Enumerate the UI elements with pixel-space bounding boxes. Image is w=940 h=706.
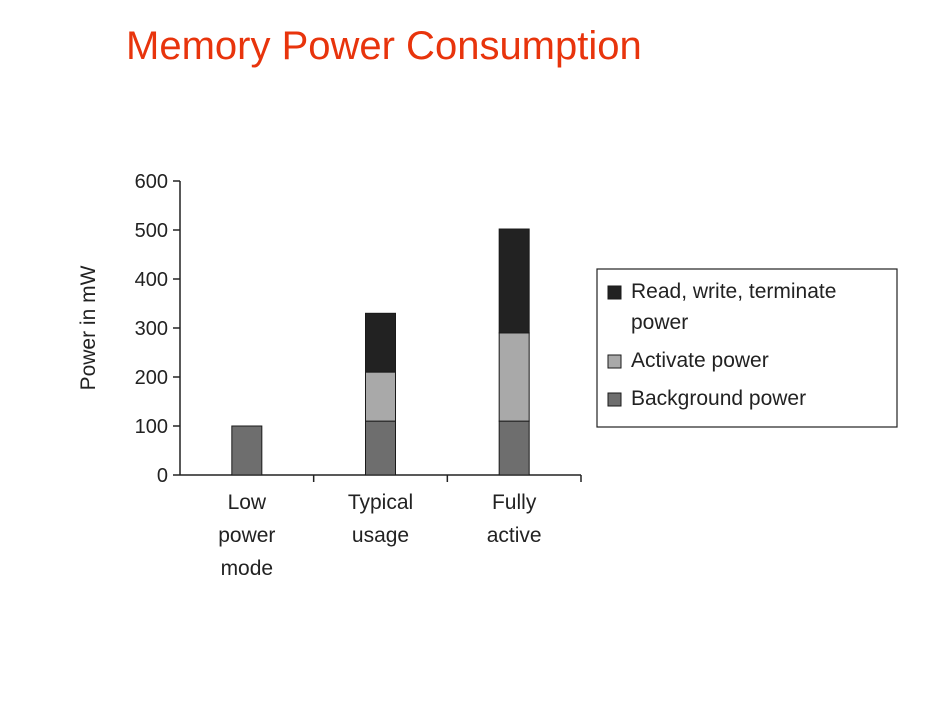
y-tick-label: 200 — [135, 367, 168, 389]
x-tick-label: power — [218, 524, 275, 547]
legend-swatch — [607, 392, 622, 407]
x-tick-label: Fully — [492, 491, 537, 514]
bar-segment — [231, 425, 263, 476]
bar-segment — [498, 332, 530, 422]
bar-segment — [365, 371, 396, 422]
y-tick-label: 400 — [135, 269, 168, 291]
y-tick-label: 0 — [157, 465, 168, 487]
legend-label: Background power — [631, 387, 806, 410]
bar-segment — [498, 228, 530, 334]
x-tick-label: mode — [221, 557, 274, 580]
x-tick-label: Low — [228, 491, 267, 514]
bar-segment — [498, 420, 530, 476]
y-tick-label: 600 — [135, 171, 168, 193]
y-tick-label: 500 — [135, 220, 168, 242]
bar-segment — [365, 312, 396, 373]
legend-swatch — [607, 285, 622, 300]
x-tick-label: active — [487, 524, 542, 547]
legend-box — [596, 268, 898, 428]
chart-ticks: 0 100 200 300 400 500 600 Power in mW Low power mo… — [77, 171, 542, 580]
chart-bars — [231, 228, 530, 476]
y-axis-label: Power in mW — [77, 265, 100, 390]
legend-label: Read, write, terminate — [631, 280, 836, 303]
x-tick-label: usage — [352, 524, 409, 547]
legend-swatch — [607, 354, 622, 369]
y-tick-label: 100 — [135, 416, 168, 438]
x-tick-label: Typical — [348, 491, 413, 514]
slide-title: Memory Power Consumption — [126, 24, 642, 68]
bar-segment — [365, 420, 396, 476]
chart-legend: Read, write, terminate power Activate powe… — [596, 268, 898, 428]
y-tick-label: 300 — [135, 318, 168, 340]
legend-label: Activate power — [631, 349, 769, 372]
legend-label: power — [631, 311, 688, 334]
